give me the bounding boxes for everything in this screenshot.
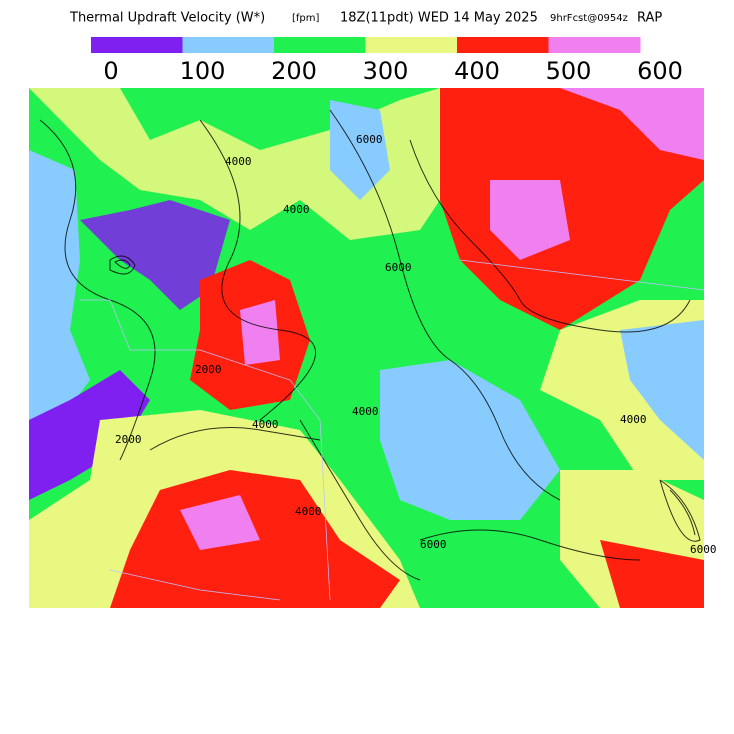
units: [fpm] xyxy=(292,13,320,24)
legend-label: 400 xyxy=(454,57,500,85)
purple-region xyxy=(29,370,150,500)
legend-swatch xyxy=(457,37,549,53)
legend-label: 500 xyxy=(546,57,592,85)
contour-label: 6000 xyxy=(420,538,447,551)
red-region xyxy=(440,88,704,330)
legend-label: 200 xyxy=(271,57,317,85)
magenta-region xyxy=(560,88,704,160)
legend-swatch xyxy=(274,37,366,53)
forecast: 9hrFcst@0954z xyxy=(550,13,628,24)
contour-label: 2000 xyxy=(195,363,222,376)
legend-label: 0 xyxy=(103,57,118,85)
valid-time: 18Z(11pdt) WED 14 May 2025 xyxy=(340,11,538,26)
blue-region xyxy=(380,360,560,520)
color-legend: 0 100 200 300 400 500 600 xyxy=(91,37,683,85)
blue-region xyxy=(330,100,390,200)
model: RAP xyxy=(637,11,662,26)
title: Thermal Updraft Velocity (W*) xyxy=(69,11,265,26)
contour-label: 4000 xyxy=(252,418,279,431)
purple-region xyxy=(80,200,230,310)
boundaries xyxy=(80,259,704,601)
contour-label: 4000 xyxy=(283,203,310,216)
legend-swatch xyxy=(365,37,458,53)
legend-label: 100 xyxy=(180,57,226,85)
contour-label: 2000 xyxy=(115,433,142,446)
legend-label: 300 xyxy=(363,57,409,85)
blue-region xyxy=(620,320,704,460)
legend-swatch xyxy=(548,37,641,53)
legend-swatch xyxy=(91,37,183,53)
magenta-region xyxy=(240,300,280,365)
magenta-region xyxy=(180,495,260,550)
map: 4000 4000 6000 2000 4000 6000 4000 2000 … xyxy=(29,88,717,608)
contour-label: 4000 xyxy=(225,155,252,168)
contour-label: 4000 xyxy=(295,505,322,518)
magenta-region xyxy=(490,180,570,260)
contour-label: 4000 xyxy=(352,405,379,418)
red-region xyxy=(600,540,704,608)
contour-label: 6000 xyxy=(385,261,412,274)
ocean-region xyxy=(29,150,90,420)
contour-label: 4000 xyxy=(620,413,647,426)
legend-swatch xyxy=(182,37,275,53)
contour-label: 6000 xyxy=(690,543,717,556)
legend-label: 600 xyxy=(637,57,683,85)
contour-label: 6000 xyxy=(356,133,383,146)
